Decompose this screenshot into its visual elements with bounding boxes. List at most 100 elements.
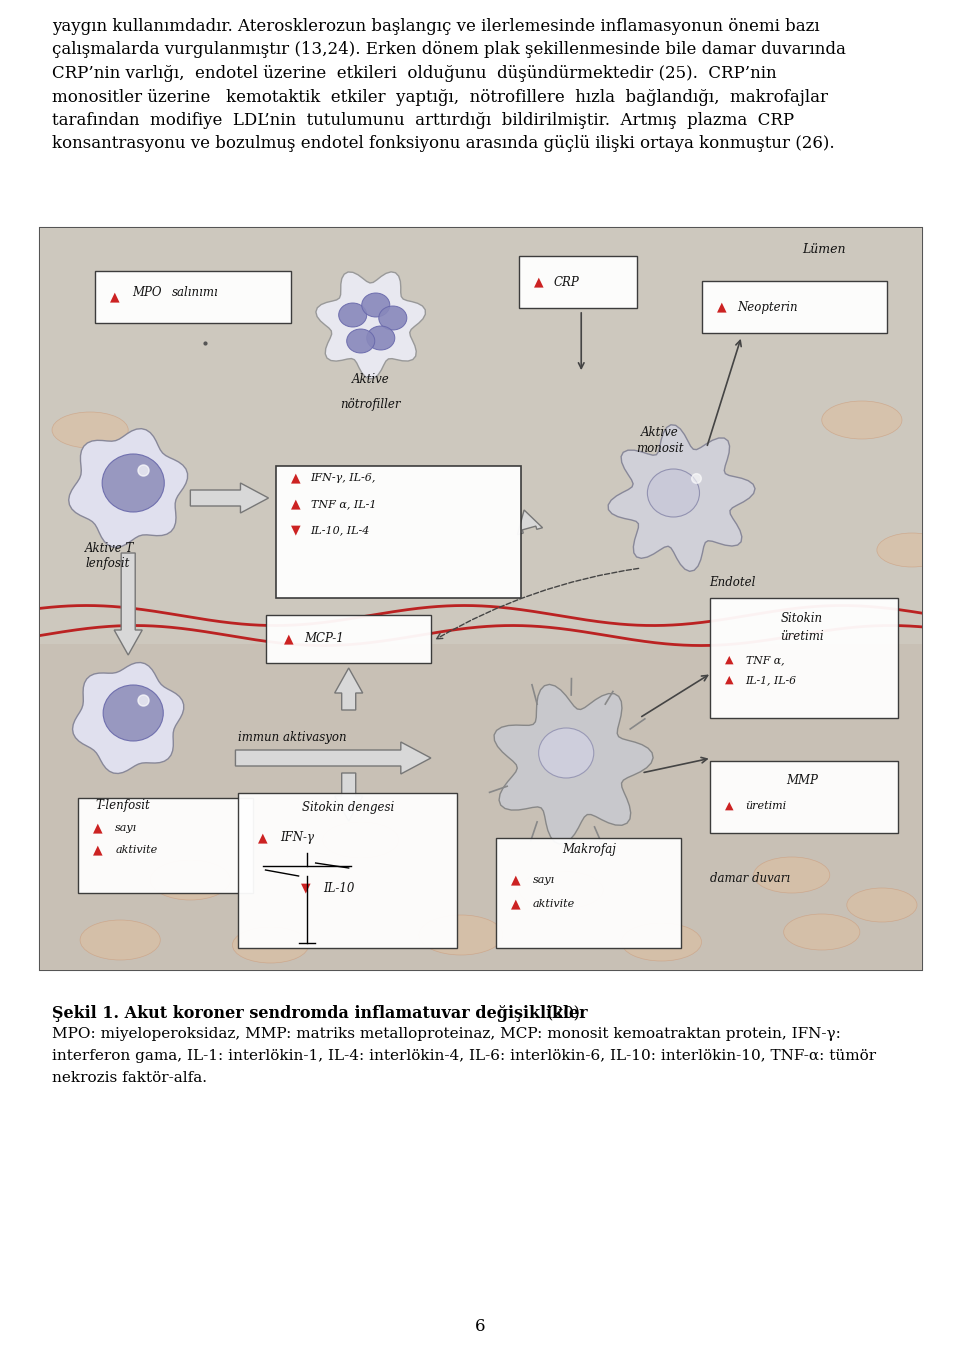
Text: Endotel: Endotel xyxy=(709,577,756,589)
Ellipse shape xyxy=(754,857,829,894)
Bar xyxy=(709,762,898,832)
Polygon shape xyxy=(73,662,183,774)
Text: Aktive: Aktive xyxy=(641,427,679,439)
Bar xyxy=(702,282,887,333)
Text: CRP: CRP xyxy=(553,276,579,288)
Text: CRP’nin varlığı,  endotel üzerine  etkileri  olduğunu  düşündürmektedir (25).  C: CRP’nin varlığı, endotel üzerine etkiler… xyxy=(52,65,777,82)
Text: ▲: ▲ xyxy=(726,801,733,811)
Text: nekrozis faktör-alfa.: nekrozis faktör-alfa. xyxy=(52,1072,207,1085)
Ellipse shape xyxy=(822,401,902,439)
Ellipse shape xyxy=(339,303,367,326)
Text: ▲: ▲ xyxy=(291,472,300,484)
Text: ▼: ▼ xyxy=(291,524,300,536)
Ellipse shape xyxy=(323,821,398,858)
Text: aktivite: aktivite xyxy=(533,899,575,908)
FancyArrow shape xyxy=(114,554,142,656)
Text: Sitokin: Sitokin xyxy=(780,612,823,624)
Text: yaygın kullanımdadır. Aterosklerozun başlangıç ve ilerlemesinde inflamasyonun ön: yaygın kullanımdadır. Aterosklerozun baş… xyxy=(52,18,820,35)
Text: lenfosit: lenfosit xyxy=(85,556,130,570)
Ellipse shape xyxy=(519,870,603,908)
Text: monositler üzerine   kemotaktik  etkiler  yaptığı,  nötrofillere  hızla  bağland: monositler üzerine kemotaktik etkiler ya… xyxy=(52,88,828,106)
Text: ▲: ▲ xyxy=(93,843,103,857)
Bar xyxy=(40,228,922,970)
Bar xyxy=(238,793,457,948)
Bar xyxy=(40,643,922,733)
Text: MMP: MMP xyxy=(786,774,818,786)
Text: üretimi: üretimi xyxy=(746,801,787,811)
Text: MPO: MPO xyxy=(132,287,161,299)
Polygon shape xyxy=(494,684,653,845)
Bar xyxy=(266,615,431,664)
Text: MCP-1: MCP-1 xyxy=(304,632,345,646)
Bar xyxy=(78,798,253,894)
Text: Lümen: Lümen xyxy=(802,243,845,256)
Ellipse shape xyxy=(539,728,593,778)
Text: IFN-γ: IFN-γ xyxy=(280,831,315,845)
Text: ▲: ▲ xyxy=(291,498,300,510)
Ellipse shape xyxy=(103,685,163,741)
Ellipse shape xyxy=(847,888,917,922)
Text: ▲: ▲ xyxy=(93,821,103,835)
FancyArrow shape xyxy=(335,668,363,710)
Polygon shape xyxy=(609,424,755,571)
Text: ▲: ▲ xyxy=(284,632,294,646)
Text: (20): (20) xyxy=(542,1005,580,1021)
Ellipse shape xyxy=(621,923,702,962)
Text: IL-10, IL-4: IL-10, IL-4 xyxy=(311,525,370,534)
Text: üretimi: üretimi xyxy=(780,630,824,642)
Ellipse shape xyxy=(151,860,230,900)
Ellipse shape xyxy=(783,914,860,951)
Bar xyxy=(95,271,291,324)
Text: TNF α, IL-1: TNF α, IL-1 xyxy=(311,499,376,509)
Ellipse shape xyxy=(876,533,948,567)
Text: Makrofaj: Makrofaj xyxy=(563,843,616,857)
FancyArrow shape xyxy=(190,483,269,513)
Polygon shape xyxy=(316,272,425,379)
Bar xyxy=(40,643,922,970)
Ellipse shape xyxy=(647,469,700,517)
FancyArrow shape xyxy=(235,743,431,774)
Text: tarafından  modifiye  LDL’nin  tutulumunu  arttırdığı  bildirilmiştir.  Artmış  : tarafından modifiye LDL’nin tutulumunu a… xyxy=(52,112,794,129)
Text: ▼: ▼ xyxy=(300,881,310,895)
Text: salınımı: salınımı xyxy=(172,287,219,299)
Ellipse shape xyxy=(367,326,395,350)
Text: konsantrasyonu ve bozulmuş endotel fonksiyonu arasında güçlü ilişki ortaya konmu: konsantrasyonu ve bozulmuş endotel fonks… xyxy=(52,136,834,152)
Text: Sitokin dengesi: Sitokin dengesi xyxy=(301,801,394,815)
Text: interferon gama, IL-1: interlökin-1, IL-4: interlökin-4, IL-6: interlökin-6, IL-: interferon gama, IL-1: interlökin-1, IL-… xyxy=(52,1049,876,1064)
Text: çalışmalarda vurgulanmıştır (13,24). Erken dönem plak şekillenmesinde bile damar: çalışmalarda vurgulanmıştır (13,24). Erk… xyxy=(52,42,846,58)
Polygon shape xyxy=(69,428,187,547)
Bar xyxy=(40,228,922,643)
Ellipse shape xyxy=(232,928,308,963)
Text: MPO: miyeloperoksidaz, MMP: matriks metalloproteinaz, MCP: monosit kemoatraktan : MPO: miyeloperoksidaz, MMP: matriks meta… xyxy=(52,1027,841,1040)
Text: ▲: ▲ xyxy=(717,301,727,314)
Text: Neopterin: Neopterin xyxy=(737,301,798,314)
Text: IL-1, IL-6: IL-1, IL-6 xyxy=(746,675,797,685)
FancyArrow shape xyxy=(517,510,542,534)
Bar xyxy=(276,466,521,598)
Text: ▲: ▲ xyxy=(512,898,521,910)
Text: ▲: ▲ xyxy=(257,831,267,845)
Text: ▲: ▲ xyxy=(726,656,733,665)
Bar xyxy=(709,598,898,718)
Text: aktivite: aktivite xyxy=(115,845,157,855)
Text: IFN-γ, IL-6,: IFN-γ, IL-6, xyxy=(311,473,376,483)
Text: ▲: ▲ xyxy=(512,873,521,887)
Ellipse shape xyxy=(52,412,129,447)
Text: sayı: sayı xyxy=(533,874,555,885)
FancyArrow shape xyxy=(335,772,363,821)
Text: ▲: ▲ xyxy=(535,276,544,288)
Text: damar duvarı: damar duvarı xyxy=(709,872,790,884)
Ellipse shape xyxy=(102,454,164,511)
Text: ▲: ▲ xyxy=(726,675,733,685)
Text: Şekil 1. Akut koroner sendromda inflamatuvar değişiklikler: Şekil 1. Akut koroner sendromda inflamat… xyxy=(52,1005,588,1021)
Bar xyxy=(496,838,682,948)
Text: sayı: sayı xyxy=(115,823,137,832)
Text: monosit: monosit xyxy=(636,442,684,454)
Text: T-lenfosit: T-lenfosit xyxy=(95,800,150,812)
Text: ▲: ▲ xyxy=(110,291,120,303)
Ellipse shape xyxy=(80,919,160,960)
Text: Aktive T: Aktive T xyxy=(85,541,134,555)
Ellipse shape xyxy=(379,306,407,330)
Bar xyxy=(519,256,637,307)
Text: nötrofiller: nötrofiller xyxy=(341,398,401,411)
